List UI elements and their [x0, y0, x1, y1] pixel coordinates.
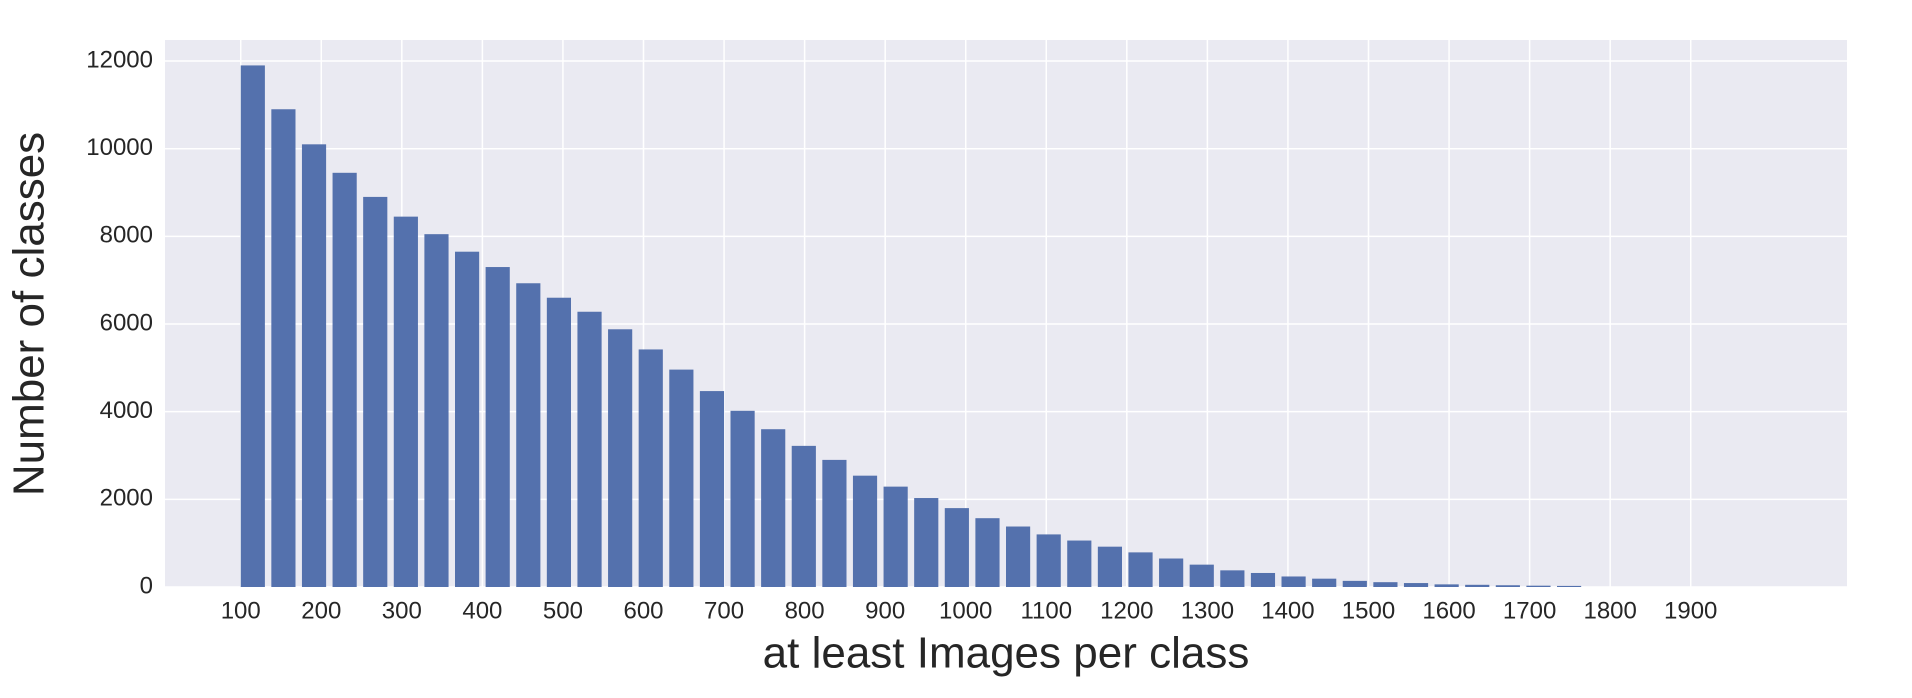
bar	[1067, 540, 1092, 587]
x-tick-label: 1400	[1261, 597, 1314, 624]
x-tick-label: 600	[623, 597, 663, 624]
x-tick-label: 1800	[1583, 597, 1636, 624]
bar	[1526, 585, 1551, 587]
x-tick-label: 300	[382, 597, 422, 624]
bar	[608, 329, 633, 587]
bar	[1097, 546, 1122, 587]
bar	[1189, 564, 1214, 587]
bar	[516, 283, 541, 587]
bar	[761, 429, 786, 587]
bar	[699, 391, 725, 587]
x-tick-label: 500	[543, 597, 583, 624]
bar	[301, 144, 327, 587]
bar	[883, 486, 908, 587]
bar	[1312, 578, 1337, 587]
bar	[332, 172, 357, 587]
x-tick-label: 200	[301, 597, 341, 624]
bar	[730, 410, 755, 587]
x-tick-label: 1600	[1422, 597, 1475, 624]
bar	[240, 65, 265, 588]
bar	[271, 109, 296, 588]
bar	[1006, 526, 1031, 587]
x-tick-label: 400	[462, 597, 502, 624]
y-tick-label: 0	[140, 572, 153, 599]
x-tick-label: 1000	[939, 597, 992, 624]
bar	[914, 498, 939, 587]
bar	[455, 251, 480, 587]
bar	[1281, 576, 1306, 587]
bar	[944, 508, 969, 587]
x-tick-label: 1500	[1342, 597, 1395, 624]
y-tick-label: 12000	[86, 46, 153, 73]
bar	[1159, 558, 1184, 587]
bar	[1434, 584, 1459, 587]
bar	[1036, 534, 1061, 587]
bar	[1250, 572, 1276, 587]
bar	[1465, 584, 1490, 587]
x-tick-label: 700	[704, 597, 744, 624]
x-tick-label: 800	[785, 597, 825, 624]
bar	[1373, 582, 1398, 587]
x-tick-label: 1100	[1020, 597, 1072, 624]
bar	[577, 311, 602, 587]
bar	[1128, 552, 1153, 587]
y-tick-label: 10000	[86, 134, 153, 161]
bar	[1557, 585, 1582, 587]
bar	[1403, 583, 1429, 587]
x-tick-label: 900	[865, 597, 905, 624]
bar	[975, 518, 1000, 587]
bar	[822, 459, 847, 587]
bar	[669, 369, 694, 587]
x-tick-label: 1900	[1664, 597, 1717, 624]
y-axis-label: Number of classes	[5, 132, 54, 496]
bar	[363, 196, 388, 587]
y-tick-label: 4000	[100, 397, 153, 424]
y-tick-label: 6000	[100, 309, 153, 336]
x-tick-label: 1200	[1100, 597, 1153, 624]
bar	[638, 349, 663, 587]
bar	[1495, 585, 1520, 587]
y-tick-label: 2000	[100, 485, 153, 512]
bar	[424, 234, 449, 587]
bar	[393, 216, 418, 587]
x-axis-label: at least Images per class	[763, 629, 1250, 678]
bar	[546, 297, 571, 587]
x-tick-label: 100	[221, 597, 261, 624]
bar	[852, 475, 878, 587]
x-tick-label: 1300	[1181, 597, 1234, 624]
bar	[485, 267, 510, 587]
bar	[791, 445, 816, 587]
y-tick-label: 8000	[100, 222, 153, 249]
x-tick-label: 1700	[1503, 597, 1556, 624]
bar	[1342, 580, 1367, 587]
bar	[1220, 570, 1245, 587]
